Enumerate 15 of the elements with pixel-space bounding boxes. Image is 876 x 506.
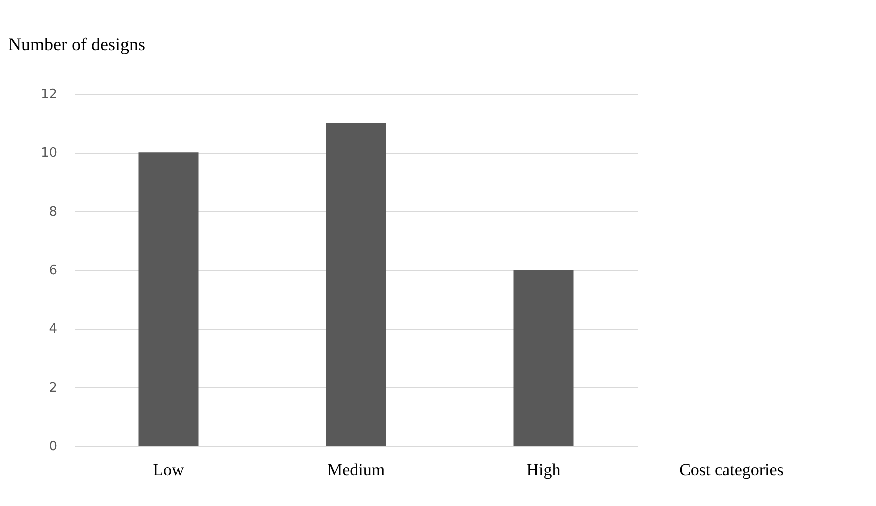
y-tick-label: 8	[49, 204, 58, 220]
y-tick-label: 6	[49, 264, 58, 278]
y-tick-label: 12	[40, 88, 58, 102]
x-tick-label: High	[526, 460, 562, 480]
bar	[326, 123, 386, 446]
y-tick-label: 2	[49, 380, 58, 396]
x-tick-label: Low	[153, 460, 186, 480]
y-axis-title: Number of designs	[8, 34, 146, 54]
y-tick-label: 0	[49, 440, 58, 454]
x-tick-label: Medium	[327, 460, 386, 480]
y-tick-label: 4	[49, 322, 58, 338]
bar	[138, 152, 199, 446]
x-axis-title: Cost categories	[680, 460, 784, 480]
bar	[514, 270, 574, 446]
y-tick-label: 10	[40, 146, 58, 162]
